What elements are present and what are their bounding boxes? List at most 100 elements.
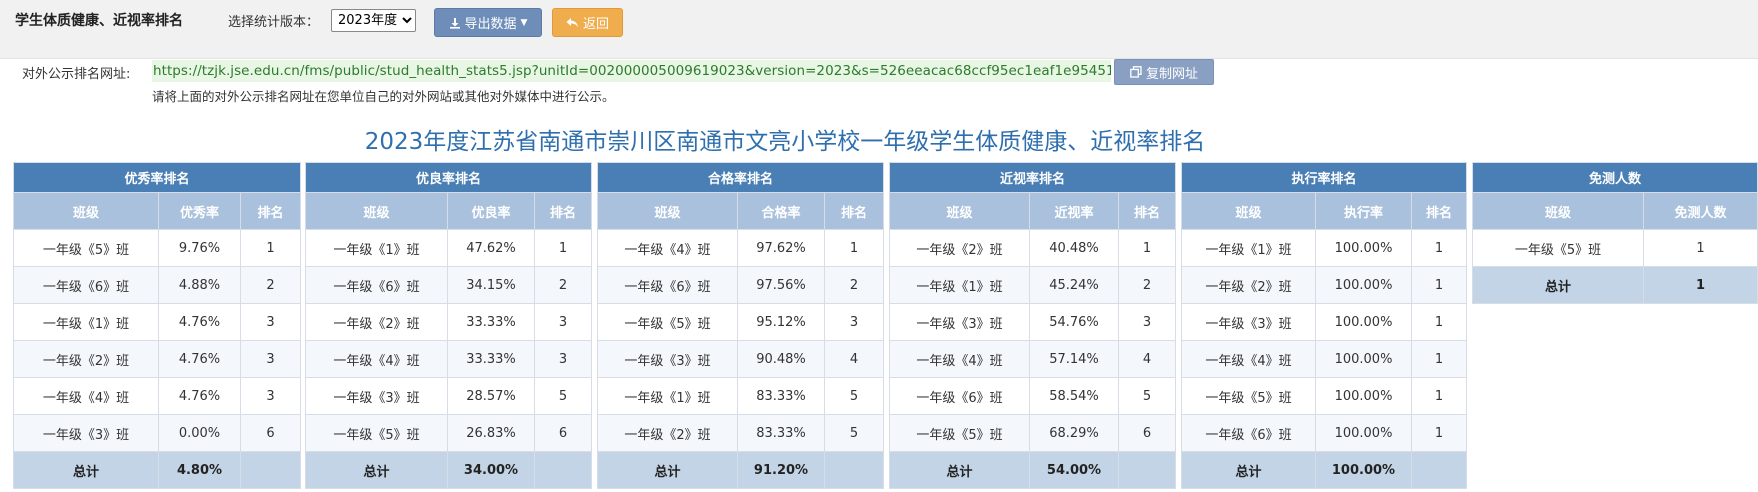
rank-cell: 1 bbox=[239, 229, 302, 267]
column-header: 排名 bbox=[239, 192, 302, 230]
rank-cell: 3 bbox=[239, 377, 302, 415]
class-cell: 一年级《6》班 bbox=[305, 266, 448, 304]
column-header: 执行率 bbox=[1315, 192, 1412, 230]
class-cell: 一年级《1》班 bbox=[597, 377, 738, 415]
total-row: 总计 54.00% bbox=[889, 451, 1177, 489]
version-label: 选择统计版本： bbox=[228, 15, 320, 30]
total-value: 34.00% bbox=[447, 451, 535, 489]
table-row: 一年级《3》班 54.76% 3 bbox=[889, 303, 1177, 341]
rate-cell: 83.33% bbox=[737, 414, 825, 452]
rank-cell: 3 bbox=[1117, 303, 1177, 341]
column-header: 合格率 bbox=[737, 192, 825, 230]
total-label: 总计 bbox=[597, 451, 738, 489]
table-row: 一年级《4》班 57.14% 4 bbox=[889, 340, 1177, 378]
rate-cell: 4.88% bbox=[158, 266, 241, 304]
rank-cell: 4 bbox=[823, 340, 885, 378]
class-cell: 一年级《2》班 bbox=[597, 414, 738, 452]
rate-cell: 28.57% bbox=[447, 377, 535, 415]
table-title: 免测人数 bbox=[1471, 162, 1758, 193]
total-label: 总计 bbox=[13, 451, 159, 489]
rank-cell: 1 bbox=[533, 229, 593, 267]
export-data-button[interactable]: 导出数据 ▼ bbox=[434, 8, 542, 37]
rank-cell: 6 bbox=[239, 414, 302, 452]
column-header: 排名 bbox=[533, 192, 593, 230]
back-label: 返回 bbox=[582, 17, 609, 32]
table-row: 一年级《1》班 4.76% 3 bbox=[13, 303, 302, 341]
class-cell: 一年级《4》班 bbox=[1181, 340, 1316, 378]
page-title: 学生体质健康、近视率排名 bbox=[15, 13, 183, 29]
rate-cell: 9.76% bbox=[158, 229, 241, 267]
column-header: 班级 bbox=[13, 192, 159, 230]
excellent-rate-table: 优秀率排名 班级 优秀率 排名 一年级《5》班 9.76% 1 一年级《6》班 4.8… bbox=[12, 162, 302, 489]
rank-cell: 1 bbox=[1410, 377, 1468, 415]
column-header: 近视率 bbox=[1029, 192, 1119, 230]
rank-cell: 3 bbox=[533, 340, 593, 378]
class-cell: 一年级《3》班 bbox=[597, 340, 738, 378]
rank-cell: 3 bbox=[239, 303, 302, 341]
table-row: 一年级《6》班 100.00% 1 bbox=[1181, 414, 1468, 452]
copy-url-button[interactable]: 复制网址 bbox=[1114, 59, 1214, 85]
myopia-rate-table: 近视率排名 班级 近视率 排名 一年级《2》班 40.48% 1 一年级《1》班 45… bbox=[888, 162, 1177, 489]
table-row: 一年级《1》班 45.24% 2 bbox=[889, 266, 1177, 304]
class-cell: 一年级《5》班 bbox=[305, 414, 448, 452]
table-row: 一年级《5》班 100.00% 1 bbox=[1181, 377, 1468, 415]
class-cell: 一年级《4》班 bbox=[889, 340, 1030, 378]
version-select[interactable]: 2023年度 bbox=[331, 9, 416, 32]
total-row: 总计 34.00% bbox=[305, 451, 593, 489]
rank-cell: 1 bbox=[1410, 229, 1468, 267]
table-row: 一年级《3》班 0.00% 6 bbox=[13, 414, 302, 452]
public-url-text[interactable]: https://tzjk.jse.edu.cn/fms/public/stud_… bbox=[152, 60, 1111, 82]
rank-cell: 5 bbox=[823, 414, 885, 452]
total-value: 1 bbox=[1642, 266, 1758, 304]
table-row: 一年级《2》班 4.76% 3 bbox=[13, 340, 302, 378]
rank-cell: 2 bbox=[533, 266, 593, 304]
reply-arrow-icon bbox=[566, 17, 578, 27]
table-row: 一年级《2》班 100.00% 1 bbox=[1181, 266, 1468, 304]
rate-cell: 95.12% bbox=[737, 303, 825, 341]
column-header: 班级 bbox=[1472, 192, 1644, 230]
download-icon bbox=[449, 17, 460, 29]
rank-cell: 2 bbox=[239, 266, 302, 304]
column-header: 班级 bbox=[1181, 192, 1316, 230]
table-row: 一年级《4》班 100.00% 1 bbox=[1181, 340, 1468, 378]
class-cell: 一年级《5》班 bbox=[597, 303, 738, 341]
rate-cell: 33.33% bbox=[447, 340, 535, 378]
column-header: 班级 bbox=[305, 192, 448, 230]
rank-cell: 4 bbox=[1117, 340, 1177, 378]
table-row: 一年级《6》班 58.54% 5 bbox=[889, 377, 1177, 415]
total-row: 总计 1 bbox=[1472, 266, 1758, 304]
rate-cell: 100.00% bbox=[1315, 229, 1412, 267]
rate-cell: 100.00% bbox=[1315, 340, 1412, 378]
table-row: 一年级《5》班 26.83% 6 bbox=[305, 414, 593, 452]
column-header: 排名 bbox=[1410, 192, 1468, 230]
class-cell: 一年级《6》班 bbox=[597, 266, 738, 304]
class-cell: 一年级《4》班 bbox=[597, 229, 738, 267]
table-row: 一年级《1》班 100.00% 1 bbox=[1181, 229, 1468, 267]
class-cell: 一年级《2》班 bbox=[1181, 266, 1316, 304]
back-button[interactable]: 返回 bbox=[552, 8, 623, 37]
public-url-label: 对外公示排名网址: bbox=[22, 67, 131, 82]
table-title: 执行率排名 bbox=[1180, 162, 1468, 193]
total-label: 总计 bbox=[889, 451, 1030, 489]
public-url-hint: 请将上面的对外公示排名网址在您单位自己的对外网站或其他对外媒体中进行公示。 bbox=[152, 89, 615, 104]
total-value: 4.80% bbox=[158, 451, 241, 489]
rank-cell: 3 bbox=[823, 303, 885, 341]
table-row: 一年级《4》班 33.33% 3 bbox=[305, 340, 593, 378]
class-cell: 一年级《6》班 bbox=[889, 377, 1030, 415]
table-row: 一年级《3》班 28.57% 5 bbox=[305, 377, 593, 415]
class-cell: 一年级《1》班 bbox=[889, 266, 1030, 304]
table-title: 近视率排名 bbox=[888, 162, 1177, 193]
class-cell: 一年级《1》班 bbox=[13, 303, 159, 341]
rate-cell: 26.83% bbox=[447, 414, 535, 452]
rank-cell: 1 bbox=[1410, 266, 1468, 304]
rate-cell: 47.62% bbox=[447, 229, 535, 267]
good-rate-table: 优良率排名 班级 优良率 排名 一年级《1》班 47.62% 1 一年级《6》班 34… bbox=[304, 162, 593, 489]
rank-cell: 1 bbox=[1410, 303, 1468, 341]
class-cell: 一年级《3》班 bbox=[305, 377, 448, 415]
rank-cell: 1 bbox=[1410, 414, 1468, 452]
export-data-label: 导出数据 bbox=[464, 17, 517, 32]
table-row: 一年级《2》班 33.33% 3 bbox=[305, 303, 593, 341]
table-row: 一年级《5》班 95.12% 3 bbox=[597, 303, 885, 341]
rank-cell: 3 bbox=[533, 303, 593, 341]
table-title: 优秀率排名 bbox=[12, 162, 302, 193]
